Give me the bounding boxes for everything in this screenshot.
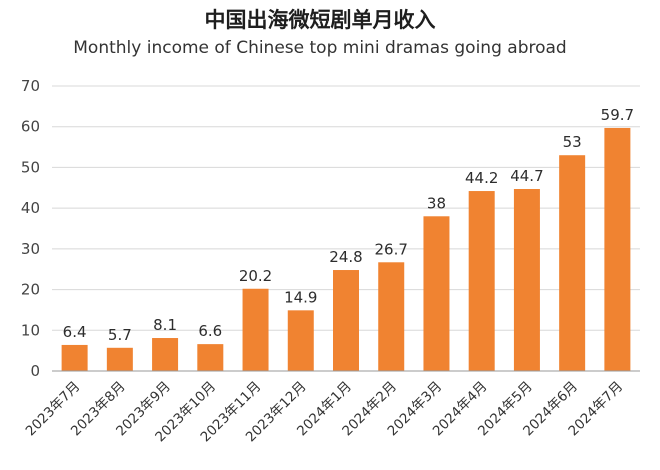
bar bbox=[468, 191, 495, 371]
bar bbox=[242, 288, 269, 371]
bar bbox=[559, 155, 586, 371]
bar bbox=[513, 189, 540, 371]
y-tick-label: 60 bbox=[21, 118, 40, 136]
data-label: 44.7 bbox=[510, 167, 543, 185]
bar bbox=[333, 270, 359, 371]
data-label: 6.4 bbox=[63, 323, 87, 341]
bar bbox=[423, 216, 450, 371]
chart-subtitle: Monthly income of Chinese top mini drama… bbox=[73, 38, 567, 58]
data-label: 8.1 bbox=[153, 316, 177, 334]
bar bbox=[287, 310, 314, 371]
bar bbox=[152, 338, 179, 371]
data-label: 26.7 bbox=[375, 240, 408, 258]
y-axis-ticks: 0 10 20 30 40 50 60 70 bbox=[21, 77, 40, 380]
bar bbox=[378, 262, 405, 371]
data-labels: 6.4 5.7 8.1 6.6 20.2 14.9 24.8 26.7 38 44.2 44.7 53… bbox=[63, 106, 634, 344]
data-label: 44.2 bbox=[465, 169, 498, 187]
data-label: 14.9 bbox=[284, 288, 317, 306]
bar bbox=[61, 344, 88, 371]
chart-title: 中国出海微短剧单月收入 bbox=[204, 8, 436, 32]
bar bbox=[106, 347, 133, 371]
data-label: 6.6 bbox=[198, 322, 222, 340]
y-tick-label: 0 bbox=[30, 362, 40, 380]
bar bbox=[604, 127, 631, 371]
data-label: 24.8 bbox=[329, 248, 362, 266]
y-tick-label: 40 bbox=[21, 199, 40, 217]
x-axis-labels: 2023年7月2023年8月2023年9月2023年10月2023年11月202… bbox=[23, 379, 627, 446]
data-label: 5.7 bbox=[108, 326, 132, 344]
y-tick-label: 10 bbox=[21, 321, 40, 339]
bars bbox=[61, 127, 631, 371]
y-tick-label: 50 bbox=[21, 158, 40, 176]
data-label: 38 bbox=[427, 194, 446, 212]
bar bbox=[197, 344, 224, 371]
data-label: 20.2 bbox=[239, 267, 272, 285]
y-tick-label: 30 bbox=[21, 240, 40, 258]
data-label: 59.7 bbox=[601, 106, 634, 124]
y-tick-label: 20 bbox=[21, 281, 40, 299]
data-label: 53 bbox=[563, 133, 582, 151]
y-tick-label: 70 bbox=[21, 77, 40, 95]
